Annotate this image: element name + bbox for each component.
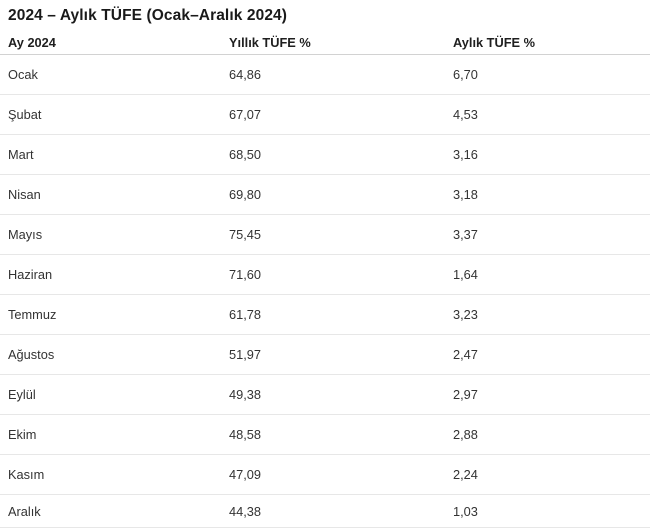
cell-yearly-tufe: 67,07 [229, 94, 453, 135]
cell-month: Aralık [0, 494, 229, 528]
cell-yearly-tufe: 44,38 [229, 494, 453, 528]
cell-monthly-tufe: 3,37 [453, 214, 650, 255]
cell-yearly-tufe: 68,50 [229, 134, 453, 175]
cell-month: Ocak [0, 54, 229, 95]
table-row: Mart 68,50 3,16 [0, 134, 650, 175]
table-row: Eylül 49,38 2,97 [0, 374, 650, 415]
table-row: Ocak 64,86 6,70 [0, 54, 650, 95]
cell-monthly-tufe: 2,47 [453, 334, 650, 375]
cell-yearly-tufe: 47,09 [229, 454, 453, 495]
cell-month: Kasım [0, 454, 229, 495]
cell-yearly-tufe: 49,38 [229, 374, 453, 415]
cell-month: Mayıs [0, 214, 229, 255]
cell-yearly-tufe: 64,86 [229, 54, 453, 95]
column-header-yearly-tufe: Yıllık TÜFE % [229, 30, 453, 55]
cell-monthly-tufe: 1,64 [453, 254, 650, 295]
cell-monthly-tufe: 2,24 [453, 454, 650, 495]
cell-month: Mart [0, 134, 229, 175]
column-header-monthly-tufe: Aylık TÜFE % [453, 30, 650, 55]
table-row: Şubat 67,07 4,53 [0, 94, 650, 135]
cell-month: Temmuz [0, 294, 229, 335]
table-row: Temmuz 61,78 3,23 [0, 294, 650, 335]
cell-monthly-tufe: 4,53 [453, 94, 650, 135]
cell-yearly-tufe: 61,78 [229, 294, 453, 335]
cell-monthly-tufe: 3,16 [453, 134, 650, 175]
cell-month: Şubat [0, 94, 229, 135]
table-header-row: Ay 2024 Yıllık TÜFE % Aylık TÜFE % [0, 30, 650, 55]
cell-yearly-tufe: 48,58 [229, 414, 453, 455]
cell-month: Eylül [0, 374, 229, 415]
table-row: Kasım 47,09 2,24 [0, 454, 650, 495]
cell-month: Nisan [0, 174, 229, 215]
tufe-data-table: Ay 2024 Yıllık TÜFE % Aylık TÜFE % Ocak 6… [0, 30, 650, 528]
table-body: Ocak 64,86 6,70 Şubat 67,07 4,53 Mart 68,50 3,16… [0, 54, 650, 528]
cell-yearly-tufe: 75,45 [229, 214, 453, 255]
cell-yearly-tufe: 51,97 [229, 334, 453, 375]
table-row: Mayıs 75,45 3,37 [0, 214, 650, 255]
table-row: Aralık 44,38 1,03 [0, 494, 650, 528]
cell-monthly-tufe: 1,03 [453, 494, 650, 528]
table-row: Ağustos 51,97 2,47 [0, 334, 650, 375]
page-title: 2024 – Aylık TÜFE (Ocak–Aralık 2024) [8, 7, 288, 24]
cell-month: Ağustos [0, 334, 229, 375]
table-row: Nisan 69,80 3,18 [0, 174, 650, 215]
cell-monthly-tufe: 3,18 [453, 174, 650, 215]
column-header-month: Ay 2024 [0, 30, 229, 55]
cell-month: Ekim [0, 414, 229, 455]
table-row: Ekim 48,58 2,88 [0, 414, 650, 455]
cell-monthly-tufe: 2,97 [453, 374, 650, 415]
cell-monthly-tufe: 3,23 [453, 294, 650, 335]
cell-yearly-tufe: 71,60 [229, 254, 453, 295]
cell-yearly-tufe: 69,80 [229, 174, 453, 215]
cell-monthly-tufe: 6,70 [453, 54, 650, 95]
table-row: Haziran 71,60 1,64 [0, 254, 650, 295]
cell-month: Haziran [0, 254, 229, 295]
cell-monthly-tufe: 2,88 [453, 414, 650, 455]
